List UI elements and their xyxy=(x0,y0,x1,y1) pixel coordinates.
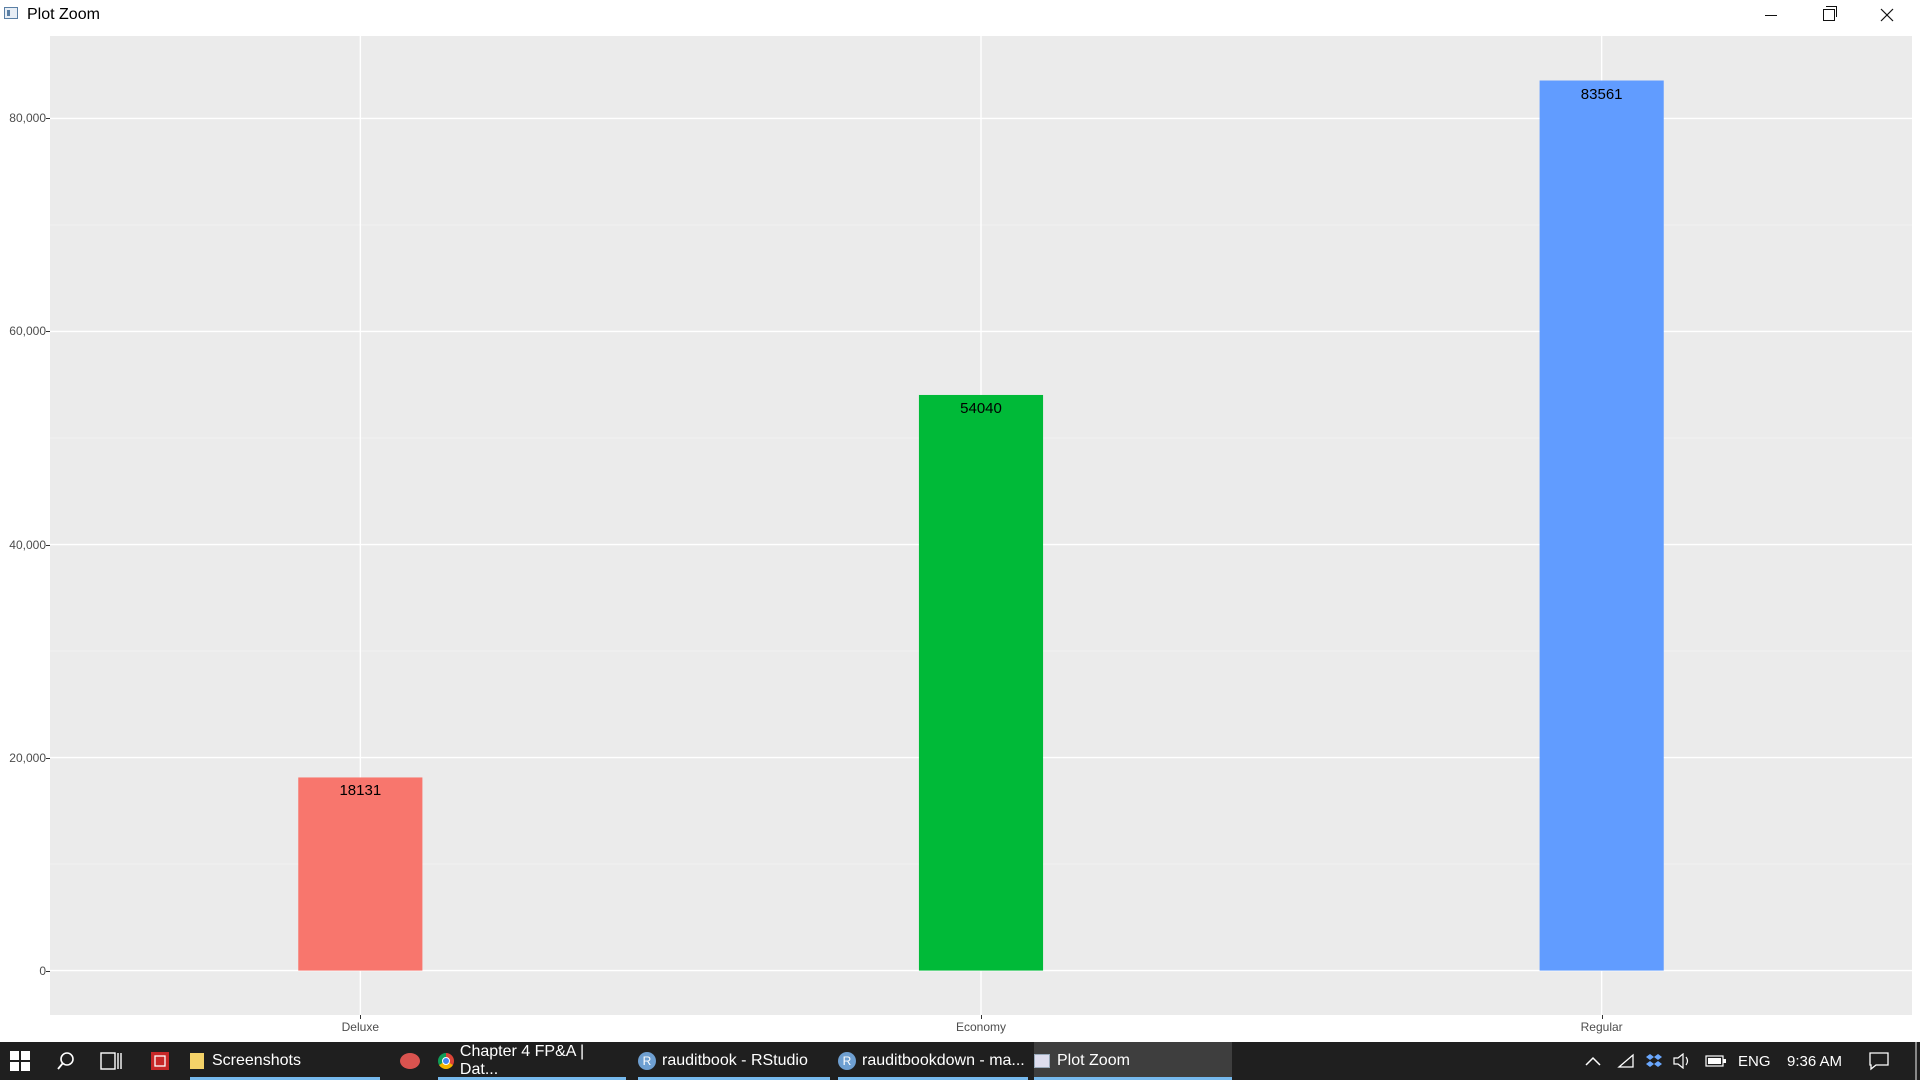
taskbar-item-label: Plot Zoom xyxy=(1057,1052,1130,1069)
paint-icon xyxy=(400,1053,420,1069)
taskbar-item-label: Chapter 4 FP&A | Dat... xyxy=(459,1043,585,1078)
y-tick-mark xyxy=(46,118,50,120)
x-tick-label: Deluxe xyxy=(341,1020,379,1034)
action-center-button[interactable] xyxy=(1868,1042,1890,1080)
r-icon: R xyxy=(638,1052,656,1070)
wifi-icon xyxy=(1617,1053,1634,1068)
battery-icon xyxy=(1705,1055,1726,1067)
x-tick-mark xyxy=(360,1015,362,1019)
bar-data-label: 83561 xyxy=(1580,85,1623,103)
y-tick-mark xyxy=(46,970,50,972)
plot-window-icon xyxy=(1034,1054,1050,1068)
document-viewer-icon xyxy=(151,1052,169,1070)
task-view-icon xyxy=(100,1052,122,1070)
running-indicator xyxy=(1034,1077,1232,1080)
search-icon xyxy=(57,1052,74,1070)
speaker-icon xyxy=(1673,1053,1689,1069)
taskbar-item[interactable]: Screenshots xyxy=(190,1042,380,1080)
window-titlebar: Plot Zoom xyxy=(0,0,1920,30)
window-title: Plot Zoom xyxy=(27,6,100,23)
close-icon xyxy=(1880,8,1894,22)
taskbar-item[interactable]: Chapter 4 FP&A | Dat... xyxy=(438,1042,626,1080)
x-tick-mark xyxy=(1601,1015,1603,1019)
search-button[interactable] xyxy=(56,1042,78,1080)
y-tick-label: 80,000 xyxy=(9,111,46,126)
bar-deluxe xyxy=(298,777,423,971)
y-tick-label: 20,000 xyxy=(9,750,46,765)
x-tick-label: Economy xyxy=(955,1020,1007,1034)
running-indicator xyxy=(438,1077,626,1080)
r-icon: R xyxy=(838,1052,856,1070)
plot-panel xyxy=(50,36,1912,1015)
y-tick-mark xyxy=(46,544,50,546)
show-desktop-button[interactable] xyxy=(1915,1042,1917,1080)
running-indicator xyxy=(190,1077,380,1080)
bar-economy xyxy=(918,394,1044,971)
dropbox-status[interactable] xyxy=(1645,1042,1663,1080)
taskbar-item[interactable] xyxy=(395,1042,425,1080)
chrome-icon xyxy=(438,1053,454,1069)
windows-icon xyxy=(10,1051,30,1071)
running-indicator xyxy=(638,1077,830,1080)
y-tick-mark xyxy=(46,331,50,333)
start-button[interactable] xyxy=(10,1042,34,1080)
language-indicator[interactable]: ENG xyxy=(1738,1052,1771,1070)
taskbar-item[interactable]: Plot Zoom xyxy=(1034,1042,1232,1080)
x-tick-mark xyxy=(981,1015,982,1019)
restore-button[interactable] xyxy=(1800,0,1858,30)
bar-data-label: 18131 xyxy=(339,782,382,800)
y-tick-label: 40,000 xyxy=(9,537,46,552)
plot-area: 0 20,000 40,000 60,000 80,000 Deluxe Economy R… xyxy=(0,30,1920,1042)
folder-icon xyxy=(190,1053,204,1069)
network-status[interactable] xyxy=(1617,1042,1635,1080)
taskbar-item-label: rauditbook - RStudio xyxy=(662,1052,808,1069)
volume-control[interactable] xyxy=(1673,1042,1691,1080)
bar-data-label: 54040 xyxy=(960,399,1002,417)
running-indicator xyxy=(838,1077,1028,1080)
restore-icon xyxy=(1823,6,1837,21)
notification-icon xyxy=(1869,1052,1889,1071)
show-hidden-icons[interactable] xyxy=(1585,1042,1601,1080)
clock[interactable]: 9:36 AM xyxy=(1787,1052,1843,1070)
chevron-up-icon xyxy=(1585,1056,1601,1066)
bar-regular xyxy=(1539,80,1664,971)
minimize-icon xyxy=(1765,14,1777,16)
y-tick-label: 0 xyxy=(39,963,46,978)
x-tick-label: Regular xyxy=(1580,1020,1623,1034)
y-tick-mark xyxy=(46,757,50,759)
task-view-button[interactable] xyxy=(100,1042,124,1080)
minimize-button[interactable] xyxy=(1742,0,1800,30)
taskbar-item-label: rauditbookdown - ma... xyxy=(862,1052,1025,1069)
y-tick-label: 60,000 xyxy=(9,324,46,339)
dropbox-icon xyxy=(1646,1054,1662,1067)
plot-window-icon xyxy=(4,7,18,19)
close-button[interactable] xyxy=(1858,0,1916,30)
taskbar-item-label: Screenshots xyxy=(212,1052,301,1069)
bar-chart xyxy=(50,36,1912,1015)
battery-status[interactable] xyxy=(1705,1042,1727,1080)
pinned-app-button[interactable] xyxy=(150,1042,172,1080)
